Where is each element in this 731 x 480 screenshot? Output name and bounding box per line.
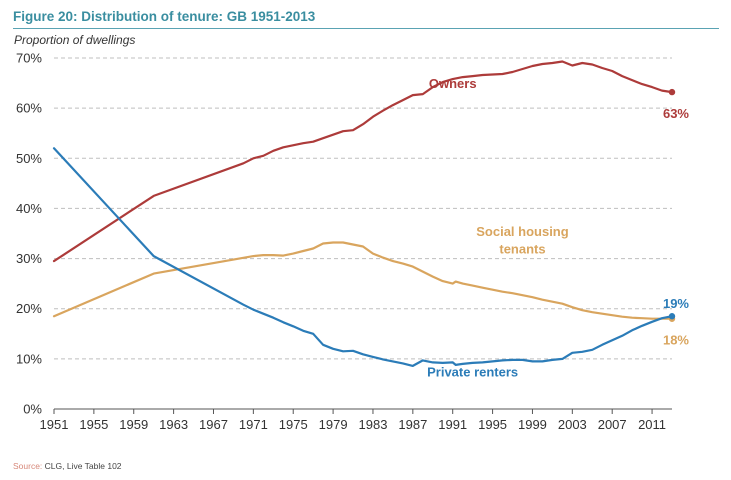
y-tick-label: 20% — [16, 301, 42, 316]
x-tick-label: 1971 — [239, 417, 268, 432]
series-annotation: Social housing — [476, 224, 569, 239]
x-tick-label: 1951 — [40, 417, 69, 432]
x-tick-label: 1959 — [119, 417, 148, 432]
series-line-2 — [52, 147, 674, 367]
title-rule — [13, 28, 719, 29]
series-end-label-1: 18% — [663, 333, 689, 348]
series-end-label-2: 19% — [663, 296, 689, 311]
series-end-marker-0 — [668, 88, 676, 96]
y-axis-label: Proportion of dwellings — [14, 33, 136, 47]
axes: 0% 10% 20% 30% 40% 50% 60% 70% 1951 1955 1959 1963 1… — [16, 51, 672, 432]
y-tick-label: 70% — [16, 51, 42, 66]
x-tick-label: 1975 — [279, 417, 308, 432]
x-tick-label: 2007 — [598, 417, 627, 432]
x-tick-label: 1999 — [518, 417, 547, 432]
x-tick-label: 1983 — [359, 417, 388, 432]
x-tick-label: 1991 — [438, 417, 467, 432]
x-tick-label: 1963 — [159, 417, 188, 432]
series-end-label-0: 63% — [663, 106, 689, 121]
x-tick-label: 1967 — [199, 417, 228, 432]
series-end-marker-2 — [668, 313, 676, 320]
source-prefix: Source: — [13, 461, 43, 471]
x-tick-label: 1987 — [398, 417, 427, 432]
source-text: CLG, Live Table 102 — [42, 461, 122, 471]
series-line-1 — [52, 241, 674, 320]
y-tick-label: 30% — [16, 251, 42, 266]
x-tick-label: 2011 — [638, 417, 666, 432]
source-note: Source: CLG, Live Table 102 — [13, 461, 122, 471]
y-tick-label: 40% — [16, 201, 42, 216]
y-tick-label: 0% — [23, 402, 42, 417]
x-tick-label: 2003 — [558, 417, 587, 432]
series-annotation: Owners — [429, 76, 477, 91]
series-annotations: 63% 18% 19% Owners Social housing tenants Priv… — [427, 76, 689, 379]
x-tick-label: 1995 — [478, 417, 507, 432]
series-annotation: tenants — [499, 242, 545, 257]
y-tick-label: 50% — [16, 151, 42, 166]
y-tick-label: 10% — [16, 351, 42, 366]
y-tick-label: 60% — [16, 101, 42, 116]
figure-title: Figure 20: Distribution of tenure: GB 19… — [13, 9, 316, 24]
series-lines — [52, 60, 676, 367]
series-line-0 — [52, 60, 674, 263]
gridlines — [54, 57, 672, 360]
x-tick-label: 1979 — [319, 417, 348, 432]
series-annotation: Private renters — [427, 364, 518, 379]
x-tick-label: 1955 — [79, 417, 108, 432]
